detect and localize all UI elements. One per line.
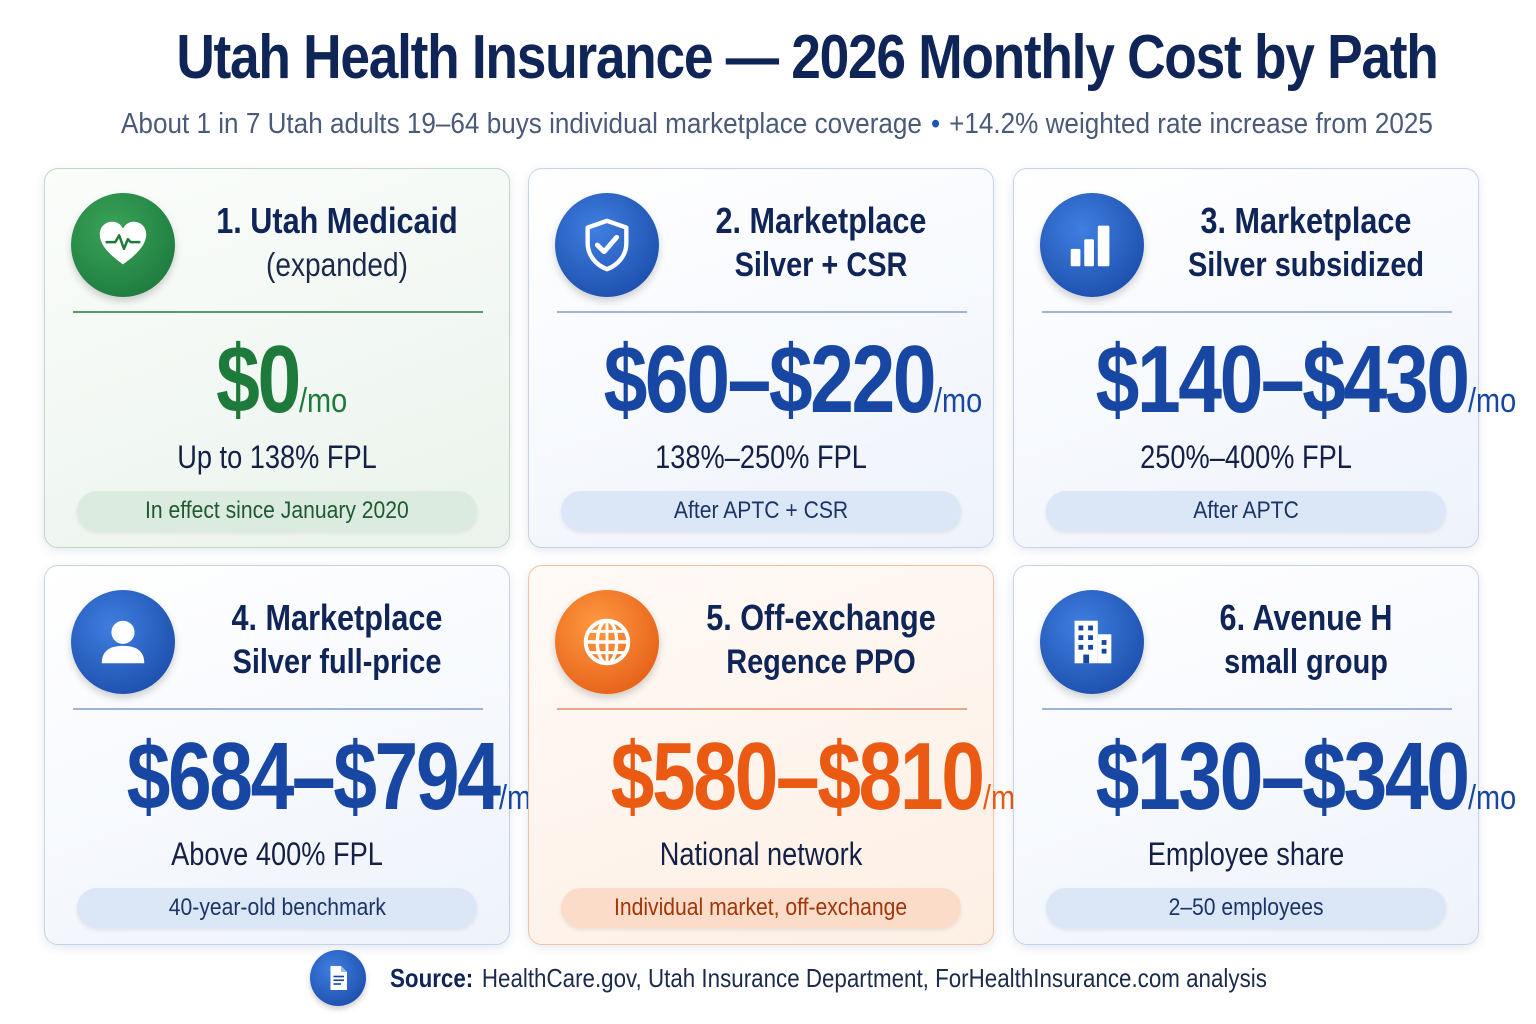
note-pill: After APTC — [1046, 491, 1446, 531]
card-title-line1: 4. Marketplace — [231, 597, 443, 638]
card-divider — [73, 708, 483, 710]
shield-check-icon — [555, 193, 659, 297]
price-unit: /mo — [299, 382, 348, 420]
page-subtitle: About 1 in 7 Utah adults 19–64 buys indi… — [77, 108, 1459, 141]
eligibility-text: 250%–400% FPL — [1140, 439, 1352, 475]
building-icon — [1040, 590, 1144, 694]
note-pill: 40-year-old benchmark — [77, 888, 477, 928]
eligibility-text: Up to 138% FPL — [177, 439, 377, 475]
source-label: Source: — [390, 962, 474, 993]
subtitle-separator: • — [930, 108, 941, 140]
note-pill: In effect since January 2020 — [77, 491, 477, 531]
price-unit: /mo — [1467, 382, 1516, 420]
card-marketplace-silver-full-price: 4. Marketplace Silver full-price $684–$7… — [44, 565, 547, 945]
card-title: 6. Avenue H small group — [1168, 596, 1443, 684]
source-text: Source: HealthCare.gov, Utah Insurance De… — [390, 963, 1267, 994]
eligibility-text: National network — [659, 836, 863, 872]
card-title-line2: Silver + CSR — [734, 246, 908, 284]
card-title-line2: Silver subsidized — [1187, 246, 1425, 284]
globe-icon — [555, 590, 659, 694]
card-off-exchange-regence-ppo: 5. Off-exchange Regence PPO $580–$810/mo… — [528, 565, 1031, 945]
note-text: 40-year-old benchmark — [168, 894, 386, 921]
card-title-line1: 6. Avenue H — [1219, 597, 1393, 638]
page-title: Utah Health Insurance — 2026 Monthly Cos… — [176, 23, 1438, 92]
card-divider — [557, 708, 967, 710]
price-unit: /mo — [1467, 779, 1516, 817]
note-pill: Individual market, off-exchange — [561, 888, 961, 928]
price-row: $0/mo — [45, 325, 509, 435]
price-row: $140–$430/mo — [1014, 325, 1516, 435]
card-title-line1: 2. Marketplace — [715, 200, 927, 241]
card-title: 3. Marketplace Silver subsidized — [1168, 199, 1443, 287]
card-divider — [1042, 708, 1452, 710]
bar-chart-icon — [1040, 193, 1144, 297]
card-title-line2: Silver full-price — [232, 643, 442, 681]
price-row: $684–$794/mo — [45, 722, 547, 832]
card-title-line1: 3. Marketplace — [1200, 200, 1412, 241]
card-title-line1: 1. Utah Medicaid — [216, 200, 458, 241]
subtitle-left: About 1 in 7 Utah adults 19–64 buys indi… — [121, 108, 922, 140]
card-title-line1: 5. Off-exchange — [706, 597, 936, 638]
price-value: $684–$794 — [126, 723, 501, 830]
price-row: $130–$340/mo — [1014, 722, 1516, 832]
source-footer: Source: HealthCare.gov, Utah Insurance De… — [310, 950, 1410, 1006]
price-value: $60–$220 — [603, 326, 937, 433]
eligibility-text: Employee share — [1147, 836, 1345, 872]
card-title: 1. Utah Medicaid (expanded) — [199, 199, 474, 287]
card-divider — [557, 311, 967, 313]
card-title-line2: small group — [1224, 643, 1388, 681]
card-divider — [73, 311, 483, 313]
heart-pulse-icon — [71, 193, 175, 297]
card-title: 4. Marketplace Silver full-price — [199, 596, 474, 684]
note-pill: 2–50 employees — [1046, 888, 1446, 928]
price-row: $60–$220/mo — [529, 325, 993, 435]
card-utah-medicaid: 1. Utah Medicaid (expanded) $0/mo Up to … — [44, 168, 510, 548]
card-divider — [1042, 311, 1452, 313]
card-title-line2: (expanded) — [266, 246, 408, 283]
card-title-line2: Regence PPO — [726, 643, 916, 681]
note-text: After APTC — [1193, 497, 1299, 524]
card-marketplace-silver-csr: 2. Marketplace Silver + CSR $60–$220/mo … — [528, 168, 994, 548]
price-value: $0 — [216, 326, 301, 433]
note-text: After APTC + CSR — [673, 497, 849, 524]
card-title: 5. Off-exchange Regence PPO — [683, 596, 958, 684]
price-value: $140–$430 — [1095, 326, 1470, 433]
note-text: Individual market, off-exchange — [614, 894, 908, 921]
subtitle-right: +14.2% weighted rate increase from 2025 — [949, 108, 1433, 140]
note-text: 2–50 employees — [1168, 894, 1324, 921]
person-icon — [71, 590, 175, 694]
source-citation: HealthCare.gov, Utah Insurance Departmen… — [481, 962, 1267, 993]
eligibility-text: 138%–250% FPL — [655, 439, 867, 475]
price-value: $580–$810 — [610, 723, 985, 830]
price-row: $580–$810/mo — [529, 722, 1031, 832]
note-pill: After APTC + CSR — [561, 491, 961, 531]
price-unit: /mo — [934, 382, 983, 420]
eligibility-text: Above 400% FPL — [171, 836, 383, 872]
price-value: $130–$340 — [1095, 723, 1470, 830]
document-icon — [310, 950, 366, 1006]
card-avenue-h-small-group: 6. Avenue H small group $130–$340/mo Emp… — [1013, 565, 1516, 945]
note-text: In effect since January 2020 — [145, 497, 409, 524]
card-title: 2. Marketplace Silver + CSR — [683, 199, 958, 287]
card-marketplace-silver-subsidized: 3. Marketplace Silver subsidized $140–$4… — [1013, 168, 1516, 548]
